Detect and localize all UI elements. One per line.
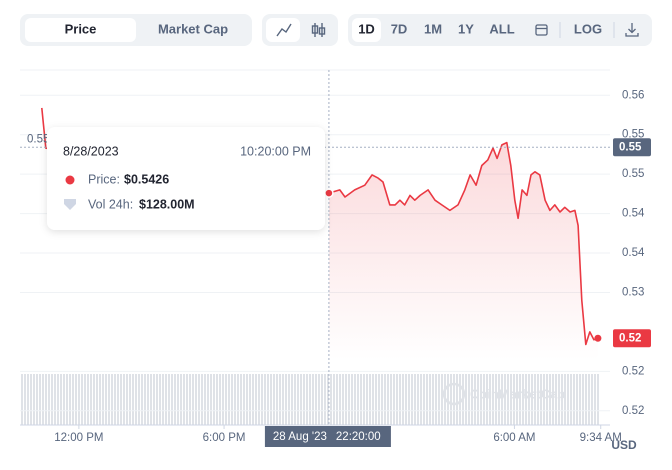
- area-fill: [328, 142, 598, 360]
- tab-price[interactable]: Price: [65, 21, 97, 36]
- tooltip-box: [47, 127, 325, 230]
- price-line: [41, 107, 599, 346]
- y-tick-label: 0.54: [622, 247, 645, 259]
- x-tick-label: 12:00 PM: [54, 432, 103, 444]
- last-point: [594, 334, 602, 342]
- reference-axis-box: [613, 138, 651, 157]
- range-button[interactable]: 1Y: [458, 21, 474, 36]
- y-tick-label: 0.52: [622, 365, 644, 377]
- crosshair-time: 22:20:00: [336, 431, 381, 443]
- watermark-text: CoinMarketCap: [470, 386, 565, 401]
- range-group: [348, 14, 652, 46]
- y-tick-label: 0.55: [622, 168, 644, 180]
- crosshair-label-box: [264, 426, 391, 447]
- range-selected: [352, 18, 381, 42]
- download-icon[interactable]: [625, 23, 639, 37]
- price-dot: [65, 175, 75, 185]
- calendar-icon[interactable]: [535, 24, 548, 36]
- y-tick-label: 0.55: [622, 129, 644, 141]
- y-tick-label: 0.52: [622, 405, 644, 417]
- tooltip: 8/28/2023 10:20:00 PM Price: $0.5426 Vol…: [47, 127, 325, 230]
- reference-axis-label: 0.55: [619, 141, 642, 153]
- tooltip-price: $0.5426: [124, 172, 169, 186]
- x-tick-label: 9:34 AM: [580, 432, 622, 444]
- watermark: CoinMarketCap: [442, 382, 565, 406]
- crosshair-date: 28 Aug '23: [273, 431, 327, 443]
- tooltip-price-label: Price:: [88, 172, 120, 186]
- y-tick-label: 0.56: [622, 89, 644, 101]
- last-price-label: 0.52: [619, 332, 641, 344]
- x-tick-label: 6:00 AM: [493, 432, 535, 444]
- tooltip-volume-label: Vol 24h:: [88, 197, 133, 211]
- candle-icon[interactable]: [311, 23, 326, 37]
- last-price-box: [613, 329, 651, 348]
- range-button[interactable]: ALL: [489, 21, 514, 36]
- tooltip-time: 10:20:00 PM: [240, 144, 311, 158]
- y-tick-label: 0.53: [622, 286, 644, 298]
- log-button[interactable]: LOG: [574, 21, 602, 36]
- tab-market-cap[interactable]: Market Cap: [158, 21, 228, 36]
- line-icon: [276, 23, 292, 37]
- tab-selected: [25, 18, 136, 42]
- crosshair-point: [324, 188, 334, 198]
- x-tick-label: 6:00 PM: [203, 432, 246, 444]
- tooltip-date: 8/28/2023: [63, 144, 119, 158]
- range-button[interactable]: 1D: [358, 21, 375, 36]
- volume-icon: [64, 199, 76, 210]
- volume-bars: [20, 374, 600, 425]
- y-tick-label: 0.54: [622, 208, 645, 220]
- range-button[interactable]: 7D: [391, 21, 408, 36]
- tooltip-volume: $128.00M: [139, 197, 195, 211]
- y-unit: USD: [611, 438, 637, 452]
- range-button[interactable]: 1M: [424, 21, 442, 36]
